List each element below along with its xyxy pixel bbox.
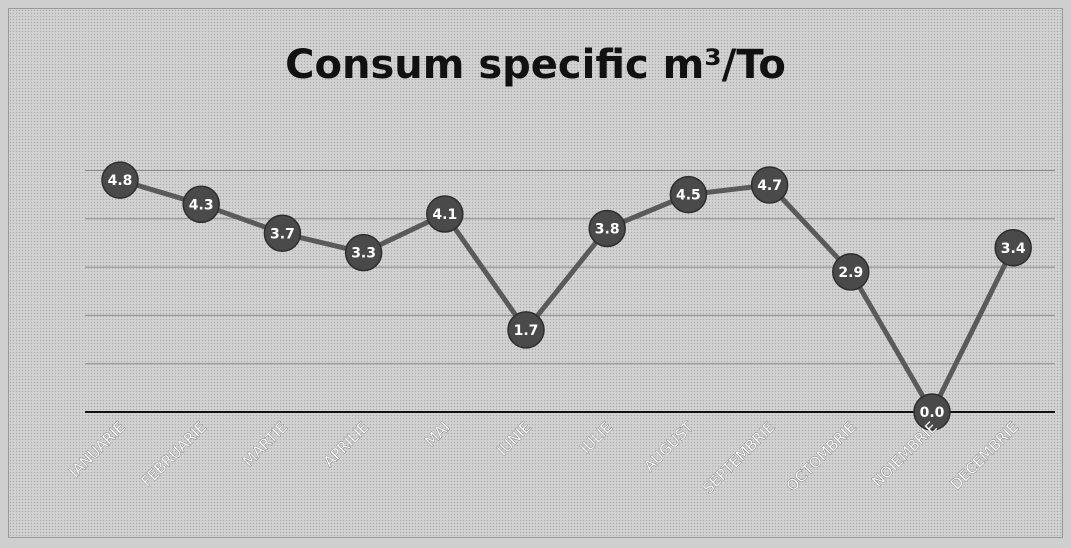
chart-area xyxy=(8,8,1063,538)
chart-title: Consum specific m³/To xyxy=(285,42,786,88)
x-tick-label: SEPTEMBRIE xyxy=(699,418,778,497)
data-label: 3.3 xyxy=(351,246,376,262)
data-label: 1.7 xyxy=(514,323,539,339)
data-point: 3.3 xyxy=(344,233,383,272)
point-marker xyxy=(344,233,383,272)
data-label: 4.1 xyxy=(432,207,457,223)
point-marker xyxy=(426,195,464,233)
data-point: 4.3 xyxy=(182,185,220,224)
x-tick-label: NOIEMBRIE xyxy=(868,418,940,490)
data-point: 1.7 xyxy=(507,311,545,349)
data-label: 2.9 xyxy=(838,265,863,281)
data-point: 4.8 xyxy=(101,161,139,199)
data-label: 3.7 xyxy=(270,226,295,242)
data-point: 0.0 xyxy=(913,393,951,431)
x-tick-label: MAI xyxy=(421,418,453,450)
point-marker xyxy=(182,185,220,224)
point-marker xyxy=(263,214,302,253)
x-tick-label: FEBRUARIE xyxy=(138,418,210,490)
x-tick-label: AUGUST xyxy=(640,418,698,476)
data-label: 4.7 xyxy=(757,178,782,194)
data-label: 4.3 xyxy=(189,197,214,213)
x-tick-label: IANUARIE xyxy=(66,418,129,481)
point-marker xyxy=(101,161,139,199)
point-marker xyxy=(750,166,789,204)
x-tick-label: APRILIE xyxy=(320,418,373,471)
data-markers: 4.8 4.3 3.7 3.3 4.1 1.7 3.8 4.5 4.7 2.9 0.0 3.4 xyxy=(101,161,1032,431)
point-marker xyxy=(507,311,545,349)
point-marker xyxy=(913,393,951,431)
x-tick-label: IUNIE xyxy=(493,418,534,459)
data-point: 4.7 xyxy=(750,166,789,204)
data-label: 4.8 xyxy=(108,173,133,189)
data-point: 3.7 xyxy=(263,214,302,253)
data-label: 3.8 xyxy=(595,221,620,237)
data-point: 2.9 xyxy=(832,253,870,291)
series-line xyxy=(119,177,1016,415)
data-label: 4.5 xyxy=(676,188,701,204)
data-point: 3.8 xyxy=(588,209,626,248)
data-point: 3.4 xyxy=(994,229,1032,267)
data-label: 0.0 xyxy=(920,405,945,421)
gridlines xyxy=(85,170,1055,365)
x-tick-label: IULIE xyxy=(577,418,616,457)
point-marker xyxy=(588,209,626,248)
data-point: 4.1 xyxy=(426,195,464,233)
x-tick-labels: IANUARIE FEBRUARIE MARTIE APRILIE MAI IUNIE IU… xyxy=(65,417,1022,498)
series-polyline xyxy=(119,177,1016,415)
x-tick-label: DECEMBRIE xyxy=(947,418,1022,493)
data-point: 4.5 xyxy=(669,175,708,214)
point-marker xyxy=(994,229,1032,267)
x-tick-label: MARTIE xyxy=(239,418,291,470)
point-marker xyxy=(832,253,870,291)
data-label: 3.4 xyxy=(1001,241,1026,257)
x-tick-label: OCTOMBRIE xyxy=(783,418,860,495)
point-marker xyxy=(669,175,708,214)
